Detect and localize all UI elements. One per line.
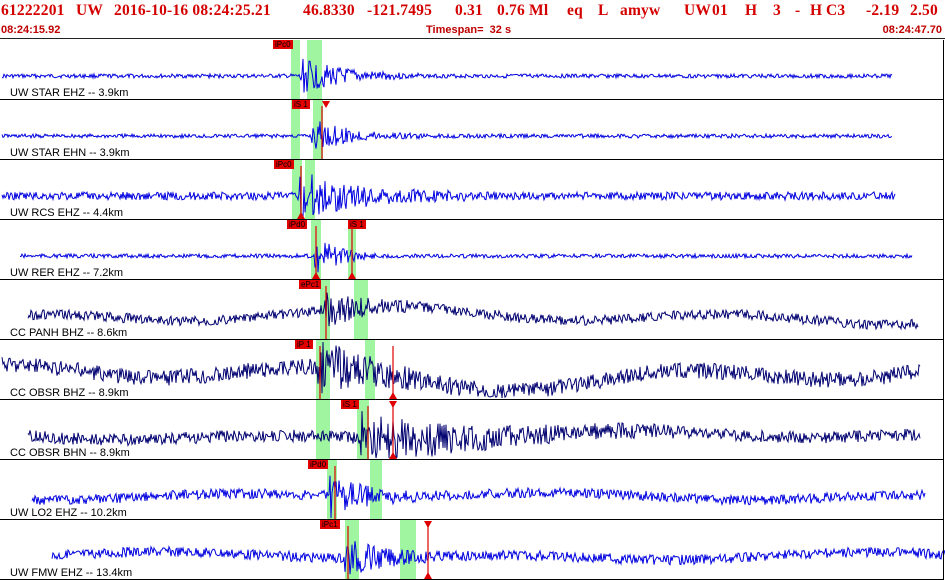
nph: 3 [773, 2, 781, 19]
start-time: 08:24:15.92 [1, 24, 61, 36]
depth: 0.31 [455, 2, 483, 19]
waveform-plot[interactable] [0, 100, 945, 160]
station-label: CC PANH BHZ -- 8.6km [10, 327, 128, 339]
longitude: -121.7495 [367, 2, 433, 19]
waveform-plot[interactable] [0, 40, 945, 100]
time-axis-line: 08:24:15.92 Timespan= 32 s 08:24:47.70 [0, 24, 945, 38]
waveform-panel[interactable]: iS 1 CC OBSR BHN -- 8.9km [0, 400, 945, 460]
panel-border [0, 400, 944, 460]
quality: H [745, 2, 758, 19]
seismic-trace [51, 541, 945, 575]
waveform-panel[interactable]: iPc0 UW RCS EHZ -- 4.4km [0, 160, 945, 220]
waveform-plot[interactable] [0, 400, 945, 460]
value-2: 2.50 [910, 2, 938, 19]
arrival-window [370, 460, 382, 520]
seismic-trace [27, 292, 919, 331]
separator-dash: - [795, 2, 801, 19]
agency: UW [684, 2, 712, 19]
pick-label[interactable]: ePc1 [299, 280, 322, 289]
panel-border [0, 280, 944, 340]
code: C3 [826, 2, 846, 19]
seismic-trace [1, 58, 893, 93]
pick-marker-up-icon[interactable] [312, 272, 320, 279]
seismic-trace [31, 475, 926, 519]
pick-label[interactable]: iS 1 [341, 400, 359, 409]
arrival-window [354, 280, 368, 340]
seismic-trace [1, 121, 893, 149]
waveform-panel[interactable]: ePc1 CC PANH BHZ -- 8.6km [0, 280, 945, 340]
station-label: UW RCS EHZ -- 4.4km [10, 207, 124, 219]
pick-marker-up-icon[interactable] [424, 572, 432, 579]
waveform-panel[interactable]: iPd0 UW LO2 EHZ -- 10.2km [0, 460, 945, 520]
pick-label[interactable]: iPd0 [287, 220, 308, 229]
waveform-panel[interactable]: iPc0 UW STAR EHZ -- 3.9km [0, 40, 945, 100]
station-label: CC OBSR BHN -- 8.9km [10, 447, 130, 459]
waveform-panel[interactable]: iS 1 UW STAR EHN -- 3.9km [0, 100, 945, 160]
pick-label[interactable]: iP 1 [295, 340, 313, 349]
panel-border [0, 40, 944, 100]
gtype: H [810, 2, 823, 19]
seismic-trace [1, 341, 921, 399]
pick-marker-down-icon[interactable] [389, 401, 397, 408]
event-summary-line: 61222201 UW 2016-10-16 08:24:25.21 46.83… [0, 2, 945, 22]
waveform-plot[interactable] [0, 340, 945, 400]
pick-label[interactable]: iPc0 [274, 160, 294, 169]
pick-marker-up-icon[interactable] [297, 212, 305, 219]
waveform-panel[interactable]: iPd0 iS 1 UW RER EHZ -- 7.2km [0, 220, 945, 280]
panel-border [0, 460, 944, 520]
pick-label[interactable]: iPc0 [273, 40, 293, 49]
end-time: 08:24:47.70 [882, 24, 942, 36]
station-label: UW RER EHZ -- 7.2km [10, 267, 124, 279]
pick-marker-up-icon[interactable] [389, 392, 397, 399]
arrival-window [291, 100, 300, 160]
station-label: UW LO2 EHZ -- 10.2km [10, 507, 127, 519]
arrival-window [292, 160, 302, 220]
arrival-window [365, 340, 375, 400]
value-1: -2.19 [866, 2, 900, 19]
pick-label[interactable]: iPd0 [308, 460, 329, 469]
pick-label[interactable]: iPc1 [320, 520, 340, 529]
arrival-window [320, 280, 330, 340]
latitude: 46.8330 [303, 2, 355, 19]
magnitude: 0.76 Ml [497, 2, 549, 19]
pick-marker-up-icon[interactable] [389, 452, 397, 459]
header-divider [0, 38, 945, 39]
waveform-plot[interactable] [0, 280, 945, 340]
event-header: 61222201 UW 2016-10-16 08:24:25.21 46.83… [0, 0, 945, 40]
waveform-panel[interactable]: iP 1 CC OBSR BHZ -- 8.9km [0, 340, 945, 400]
panel-border [0, 100, 944, 160]
origin-datetime: 2016-10-16 08:24:25.21 [114, 2, 271, 19]
event-type: eq [567, 2, 583, 19]
waveform-panel[interactable]: iPc1 UW FMW EHZ -- 13.4km [0, 520, 945, 580]
seismic-trace [19, 242, 913, 273]
station-label: UW FMW EHZ -- 13.4km [10, 567, 133, 579]
waveform-plot[interactable] [0, 460, 945, 520]
panel-border [0, 520, 944, 580]
station-label: UW STAR EHN -- 3.9km [10, 147, 130, 159]
panel-border [0, 340, 944, 400]
station-label: CC OBSR BHZ -- 8.9km [10, 387, 129, 399]
author: amyw [620, 2, 661, 19]
waveform-plot[interactable] [0, 160, 945, 220]
panel-border [0, 160, 944, 220]
event-class: L [598, 2, 609, 19]
timespan: Timespan= 32 s [426, 24, 512, 36]
panel-border [0, 220, 944, 280]
waveform-plot[interactable] [0, 520, 945, 580]
pick-label[interactable]: iS 1 [348, 220, 366, 229]
station-label: UW STAR EHZ -- 3.9km [10, 87, 129, 99]
arrival-window [316, 400, 330, 460]
version: 01 [712, 2, 728, 19]
seismic-trace [1, 174, 896, 219]
pick-label[interactable]: iS 1 [292, 100, 310, 109]
event-id: 61222201 [1, 2, 65, 19]
pick-marker-down-icon[interactable] [322, 101, 330, 108]
pick-marker-up-icon[interactable] [348, 272, 356, 279]
arrival-window [305, 160, 315, 220]
network-code: UW [76, 2, 104, 19]
seismic-trace [27, 411, 921, 459]
arrival-window [291, 40, 300, 100]
pick-marker-down-icon[interactable] [424, 521, 432, 528]
